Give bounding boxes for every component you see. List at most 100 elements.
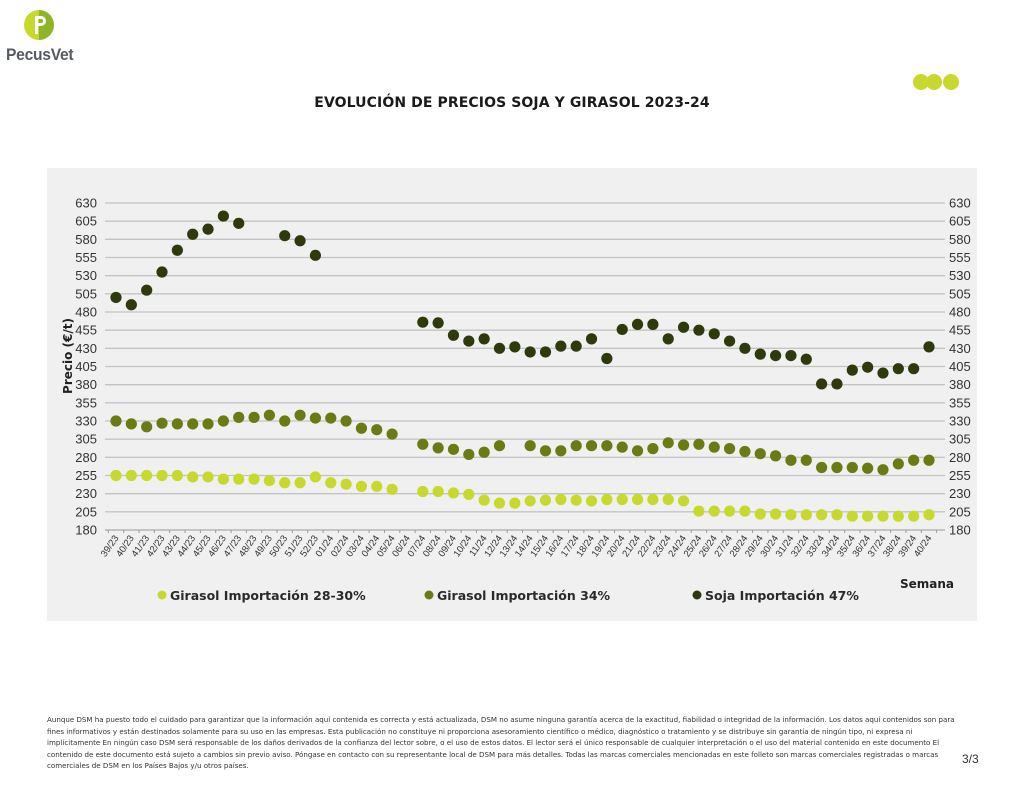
data-point: [770, 450, 782, 462]
data-point: [539, 445, 552, 457]
data-point: [463, 448, 475, 461]
data-point: [908, 363, 920, 375]
data-point: [816, 378, 828, 390]
data-point: [831, 378, 843, 390]
data-point: [463, 488, 475, 500]
data-point: [110, 469, 122, 482]
data-point: [233, 473, 245, 485]
legend-item: Soja Importación 47%: [692, 588, 859, 603]
y-tick-label-right: 255: [949, 468, 971, 483]
data-point: [447, 329, 460, 341]
data-point: [723, 335, 736, 347]
data-point: [248, 411, 260, 423]
data-point: [677, 321, 690, 333]
data-point: [831, 509, 843, 521]
data-point: [309, 471, 322, 483]
data-point: [279, 230, 291, 242]
pecusvet-p-logo-icon: [24, 10, 54, 40]
data-point: [846, 364, 858, 376]
data-point: [555, 340, 567, 352]
chart-title: EVOLUCIÓN DE PRECIOS SOJA Y GIRASOL 2023…: [314, 95, 710, 111]
data-point: [233, 411, 245, 423]
data-point: [171, 418, 183, 430]
data-point: [816, 461, 828, 474]
data-point: [708, 328, 720, 340]
data-point: [125, 469, 137, 482]
data-point: [355, 480, 368, 492]
data-point: [862, 462, 874, 474]
data-point: [539, 346, 552, 358]
scatter-chart: 180 205 230 255 280 305 330 355 380 405 430 455 480 5…: [61, 196, 971, 604]
data-point: [110, 415, 122, 427]
data-point: [739, 445, 751, 458]
y-tick-label-right: 305: [949, 432, 971, 447]
data-point: [770, 508, 782, 520]
data-point: [217, 210, 229, 222]
data-point: [202, 418, 214, 430]
y-tick-label: 380: [75, 377, 97, 392]
data-point: [371, 480, 383, 492]
y-tick-label-right: 405: [949, 359, 971, 374]
data-point: [156, 417, 168, 429]
y-tick-label-right: 605: [949, 214, 971, 229]
y-tick-label: 430: [75, 341, 97, 356]
y-tick-label-right: 430: [949, 341, 971, 356]
data-point: [862, 361, 874, 373]
y-tick-label: 205: [75, 504, 97, 519]
y-tick-label: 305: [75, 432, 97, 447]
y-tick-label: 405: [75, 359, 97, 374]
data-point: [647, 493, 659, 506]
data-point: [877, 367, 889, 379]
data-point: [739, 505, 751, 517]
y-tick-label-right: 530: [949, 268, 971, 283]
data-point: [294, 409, 306, 421]
data-point: [616, 441, 628, 453]
data-point: [862, 510, 874, 522]
data-point: [585, 333, 598, 345]
chart-panel: 180 205 230 255 280 305 330 355 380 405 430 455 480 5…: [47, 168, 977, 621]
data-point: [524, 495, 536, 507]
data-point: [800, 454, 812, 466]
y-tick-label: 555: [75, 250, 97, 265]
data-point: [892, 363, 904, 375]
y-tick-label-right: 330: [949, 414, 971, 429]
data-point: [785, 454, 797, 466]
y-tick-label-right: 580: [949, 232, 971, 247]
series-1: [110, 469, 935, 522]
data-point: [754, 508, 766, 520]
data-point: [647, 443, 659, 455]
data-point: [447, 487, 460, 499]
data-point: [524, 440, 536, 452]
data-point: [463, 335, 475, 347]
data-point: [570, 340, 582, 352]
data-point: [432, 317, 444, 329]
data-point: [371, 424, 383, 436]
y-tick-label: 630: [75, 196, 97, 211]
data-point: [432, 442, 444, 454]
data-point: [631, 318, 644, 330]
data-point: [202, 223, 214, 235]
legend-label: Girasol Importación 34%: [437, 588, 611, 603]
data-point: [340, 478, 352, 490]
legend-marker-icon: [692, 590, 702, 600]
y-tick-label: 580: [75, 232, 97, 247]
data-point: [708, 441, 720, 453]
data-point: [539, 494, 552, 506]
y-tick-label-right: 355: [949, 395, 971, 410]
data-point: [770, 350, 782, 362]
data-point: [923, 341, 935, 353]
pecusvet-logo: PecusVet: [6, 8, 76, 64]
y-tick-label: 355: [75, 395, 97, 410]
legend-marker-icon: [424, 590, 434, 600]
grid-lines: [105, 202, 945, 513]
data-point: [294, 477, 306, 489]
data-point: [677, 439, 690, 451]
data-point: [708, 505, 720, 517]
y-tick-label-right: 630: [949, 196, 971, 211]
y-tick-label-right: 230: [949, 486, 971, 501]
data-point: [601, 440, 613, 452]
data-point: [693, 438, 705, 450]
data-point: [432, 485, 444, 498]
legend-marker-icon: [157, 590, 167, 600]
data-point: [509, 497, 521, 509]
